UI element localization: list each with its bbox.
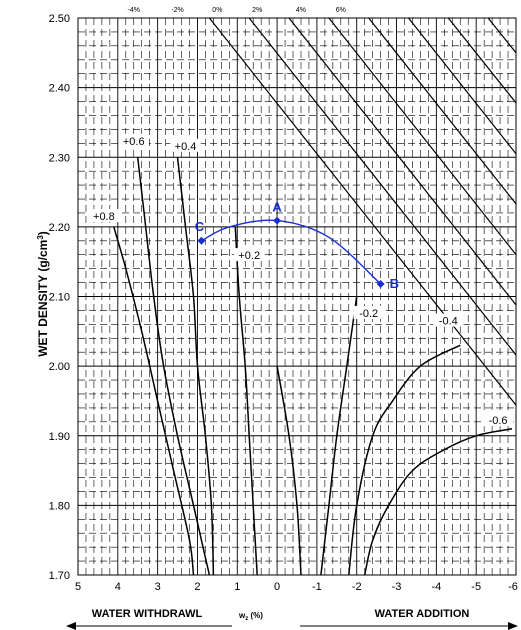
y-tick-labels: 1.70 1.80 1.90 2.00 2.10 2.20 2.30 2.40 2.50	[49, 13, 70, 582]
saturation-line	[447, 17, 517, 104]
curve-label-bg	[234, 248, 265, 262]
x-tick-labels: 5 4 3 2 1 0 -1 -2 -3 -4 -5 -6	[75, 581, 518, 593]
curve-label-bg	[170, 138, 201, 152]
x-tick-label: -6	[508, 581, 518, 593]
point-label: A	[272, 200, 282, 215]
curve-label: -0.6	[489, 415, 508, 427]
top-tick-label: -2%	[171, 7, 183, 14]
curve-label: +0.6	[123, 136, 145, 148]
curve-label-bg	[482, 413, 514, 427]
saturation-line	[407, 17, 517, 155]
y-tick-label: 2.50	[49, 13, 70, 25]
series-marker	[376, 279, 385, 288]
y-tick-label: 1.80	[49, 500, 70, 512]
y-tick-label: 2.20	[49, 222, 70, 234]
point-label: B	[390, 276, 399, 291]
y-tick-label: 2.00	[49, 361, 70, 373]
y-tick-label: 2.30	[49, 152, 70, 164]
plot-frame	[77, 17, 517, 576]
saturation-line	[208, 17, 517, 406]
major-grid	[78, 18, 516, 575]
curve-label: +0.8	[93, 211, 115, 223]
shrinkage-curve	[320, 296, 358, 576]
x-tick-label: -1	[312, 581, 322, 593]
top-tick-label: -4%	[128, 7, 140, 14]
shrinkage-curves: +0.8 +0.6 +0.4 +0.2 -0.2 -0.4 -0.6	[88, 133, 514, 576]
saturation-line	[487, 17, 517, 54]
curve-label: +0.2	[238, 250, 260, 262]
x-axis-label: wz (%)	[238, 611, 263, 622]
curve-label-bg	[88, 209, 120, 223]
top-tick-label: 6%	[336, 7, 346, 14]
x-tick-label: 1	[234, 581, 240, 593]
y-tick-label: 1.90	[49, 431, 70, 443]
x-tick-label: 0	[274, 581, 280, 593]
curve-label: -0.4	[439, 316, 458, 328]
saturation-line	[288, 17, 517, 306]
saturation-line	[328, 17, 517, 256]
shrinkage-curve	[113, 226, 195, 576]
shrinkage-curve	[348, 344, 461, 576]
series-line	[201, 219, 382, 285]
x-tick-label: 2	[194, 581, 200, 593]
saturation-line	[248, 17, 517, 356]
x-tick-label: -4	[431, 581, 441, 593]
curve-label-bg	[353, 305, 384, 319]
shrinkage-curve	[276, 365, 302, 576]
x-tick-label: 4	[115, 581, 121, 593]
shrinkage-curve	[234, 226, 258, 576]
top-tick-label: 0%	[212, 7, 222, 14]
water-withdrawal-label: WATER WITHDRAWL	[92, 608, 203, 620]
saturation-line	[368, 17, 517, 205]
curve-label-bg	[118, 133, 149, 147]
curve-label-bg	[433, 313, 464, 327]
curve-label: +0.4	[175, 141, 197, 153]
water-addition-label: WATER ADDITION	[375, 608, 470, 620]
top-tick-label: 2%	[252, 7, 262, 14]
withdrawal-arrow	[66, 622, 232, 630]
y-axis-label: WET DENSITY (g/cm3)	[36, 231, 50, 357]
point-label: C	[195, 219, 205, 234]
addition-arrow	[300, 622, 518, 630]
series-marker	[197, 236, 206, 245]
x-tick-label: -2	[352, 581, 362, 593]
series-marker	[273, 216, 282, 225]
y-tick-label: 2.40	[49, 83, 70, 95]
y-tick-label: 2.10	[49, 292, 70, 304]
x-tick-label: -3	[392, 581, 402, 593]
curve-label: -0.2	[359, 308, 378, 320]
shrinkage-curve	[363, 428, 513, 576]
top-tick-label: 4%	[296, 7, 306, 14]
y-tick-label: 1.70	[49, 570, 70, 582]
x-tick-label: 3	[155, 581, 161, 593]
test-series: C A B	[195, 200, 399, 291]
shrinkage-curve	[136, 157, 211, 576]
x-tick-label: 5	[75, 581, 81, 593]
x-tick-label: -5	[471, 581, 481, 593]
saturation-lines	[208, 17, 517, 406]
top-tick-labels: -4% -2% 0% 2% 4% 6%	[128, 7, 346, 14]
shrinkage-curve	[176, 157, 215, 576]
